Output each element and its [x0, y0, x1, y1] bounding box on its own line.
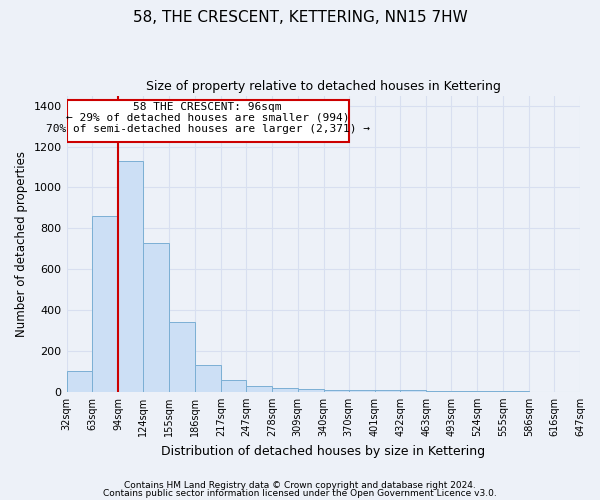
- Bar: [67, 372, 92, 392]
- Text: Contains HM Land Registry data © Crown copyright and database right 2024.: Contains HM Land Registry data © Crown c…: [124, 481, 476, 490]
- Bar: [374, 390, 400, 392]
- Text: 70% of semi-detached houses are larger (2,371) →: 70% of semi-detached houses are larger (…: [46, 124, 370, 134]
- Bar: [118, 161, 143, 392]
- Bar: [221, 380, 246, 392]
- Y-axis label: Number of detached properties: Number of detached properties: [15, 150, 28, 336]
- Bar: [195, 365, 221, 392]
- Bar: [298, 388, 323, 392]
- Title: Size of property relative to detached houses in Kettering: Size of property relative to detached ho…: [146, 80, 501, 93]
- Text: Contains public sector information licensed under the Open Government Licence v3: Contains public sector information licen…: [103, 488, 497, 498]
- Bar: [323, 390, 349, 392]
- Bar: [349, 390, 374, 392]
- X-axis label: Distribution of detached houses by size in Kettering: Distribution of detached houses by size …: [161, 444, 485, 458]
- FancyBboxPatch shape: [67, 100, 349, 141]
- Bar: [451, 391, 478, 392]
- Bar: [143, 242, 169, 392]
- Text: 58, THE CRESCENT, KETTERING, NN15 7HW: 58, THE CRESCENT, KETTERING, NN15 7HW: [133, 10, 467, 25]
- Bar: [400, 390, 427, 392]
- Text: 58 THE CRESCENT: 96sqm: 58 THE CRESCENT: 96sqm: [133, 102, 282, 112]
- Text: ← 29% of detached houses are smaller (994): ← 29% of detached houses are smaller (99…: [66, 113, 349, 123]
- Bar: [169, 322, 195, 392]
- Bar: [246, 386, 272, 392]
- Bar: [92, 216, 118, 392]
- Bar: [427, 391, 451, 392]
- Bar: [272, 388, 298, 392]
